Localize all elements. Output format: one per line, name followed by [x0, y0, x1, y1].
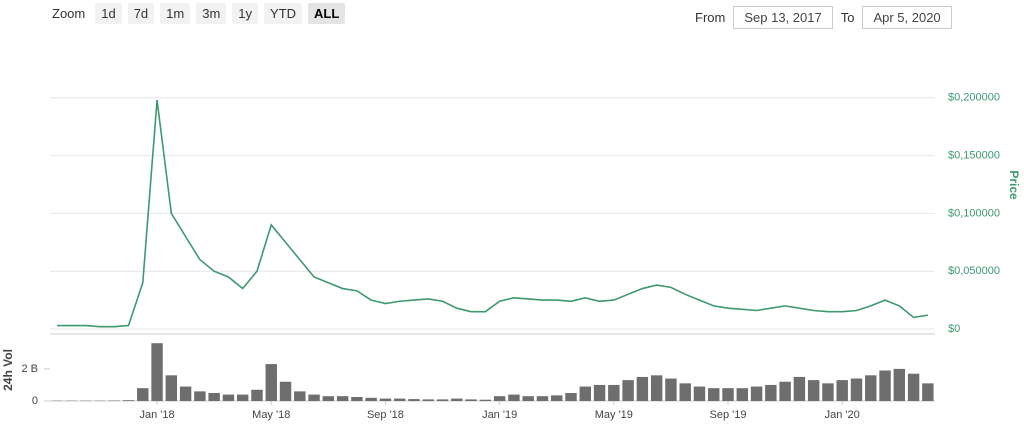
volume-bar: [750, 386, 763, 401]
y-tick-label: $0: [948, 323, 960, 335]
volume-bar: [608, 384, 620, 401]
volume-bar: [137, 388, 149, 401]
x-tick-label: Jan '18: [139, 409, 174, 421]
volume-bar: [451, 398, 463, 401]
volume-bar: [408, 399, 420, 401]
volume-bar: [736, 388, 749, 401]
volume-bar: [636, 376, 649, 401]
zoom-buttons: 1d 7d 1m 3m 1y YTD ALL: [89, 3, 346, 24]
volume-bar: [907, 373, 920, 401]
volume-bar: [765, 384, 777, 401]
zoom-button[interactable]: ALL: [308, 3, 346, 24]
volume-bar: [122, 400, 135, 401]
volume-bar: [922, 383, 934, 401]
from-label: From: [695, 10, 726, 25]
to-input[interactable]: Apr 5, 2020: [862, 6, 952, 29]
volume-bar: [251, 389, 263, 401]
volume-bar: [879, 370, 891, 401]
volume-bar: [265, 364, 277, 401]
volume-bar: [351, 396, 363, 401]
volume-bar: [650, 375, 663, 401]
x-tick-label: Jan '20: [825, 409, 860, 421]
x-tick-label: Sep '18: [367, 409, 404, 421]
zoom-button[interactable]: 1m: [160, 3, 191, 24]
volume-bar: [708, 388, 720, 401]
volume-bar: [379, 398, 392, 401]
y2-tick-label: 2 B: [21, 363, 38, 375]
volume-bar: [308, 394, 320, 401]
zoom-button[interactable]: 1d: [95, 3, 122, 24]
volume-bar: [836, 380, 848, 401]
volume-bar: [236, 394, 249, 401]
volume-bar: [222, 394, 235, 401]
to-label: To: [840, 10, 855, 25]
volume-bar: [336, 396, 349, 401]
y-tick-label: $0,200000: [948, 92, 1000, 104]
y-tick-label: $0,050000: [948, 265, 1000, 277]
zoom-button[interactable]: 7d: [127, 3, 155, 24]
volume-bar: [365, 397, 377, 401]
volume-bar: [665, 378, 677, 401]
x-tick-label: May '18: [252, 409, 290, 421]
x-tick-label: Jan '19: [482, 409, 517, 421]
y-tick-label: $0,100000: [948, 207, 1000, 219]
volume-bar: [793, 376, 806, 401]
volume-bar: [436, 399, 449, 401]
volume-bar: [465, 399, 477, 401]
volume-bar: [508, 394, 520, 401]
volume-bar: [722, 388, 734, 401]
volume-bar: [294, 391, 306, 401]
volume-bar: [322, 396, 335, 401]
zoom-bar: Zoom 1d 7d 1m 3m 1y YTD ALL: [52, 3, 346, 24]
volume-bar: [893, 368, 906, 401]
volume-bar: [522, 396, 534, 401]
x-tick-label: Sep '19: [710, 409, 747, 421]
volume-bar: [593, 384, 606, 401]
volume-bar: [493, 396, 506, 401]
volume-bar: [279, 381, 292, 401]
volume-bar: [579, 386, 591, 401]
volume-bar: [479, 399, 492, 401]
y-tick-label: $0,150000: [948, 150, 1000, 162]
volume-bar: [551, 395, 563, 401]
zoom-label: Zoom: [52, 6, 86, 21]
volume-bar: [194, 391, 206, 401]
volume-bar: [865, 375, 877, 401]
from-input[interactable]: Sep 13, 2017: [733, 6, 833, 29]
volume-bar: [679, 383, 691, 401]
volume-bar: [622, 380, 634, 401]
zoom-button[interactable]: YTD: [264, 3, 303, 24]
price-line: [57, 100, 928, 328]
volume-bar: [536, 396, 549, 401]
x-tick-label: May '19: [595, 409, 633, 421]
volume-bar: [422, 399, 434, 401]
volume-bar: [165, 375, 178, 401]
y-axis-title: Price: [1007, 170, 1021, 200]
volume-bar: [394, 398, 406, 401]
volume-bar: [693, 386, 706, 401]
y2-axis-title: 24h Vol: [1, 349, 15, 391]
volume-bar: [779, 381, 791, 401]
volume-bar: [822, 383, 834, 401]
date-range: From Sep 13, 2017 To Apr 5, 2020: [695, 6, 952, 29]
volume-bar: [151, 343, 163, 401]
zoom-button[interactable]: 3m: [196, 3, 227, 24]
volume-bar: [850, 378, 863, 401]
volume-bar: [807, 380, 820, 401]
zoom-button[interactable]: 1y: [232, 3, 259, 24]
volume-bar: [179, 386, 192, 401]
volume-bar: [565, 392, 577, 401]
y2-tick-label: 0: [32, 395, 38, 407]
volume-bar: [208, 392, 220, 401]
